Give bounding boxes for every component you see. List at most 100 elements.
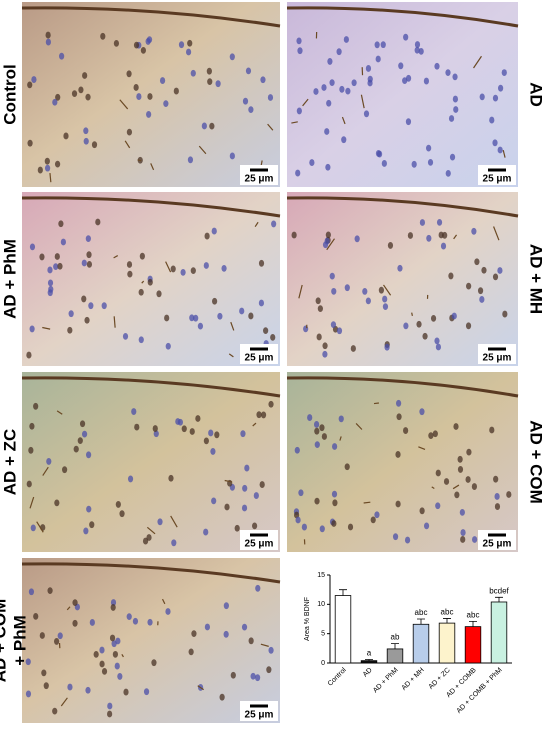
- nucleus: [207, 78, 213, 86]
- nucleus: [83, 127, 89, 135]
- scale-bar-label: 25 μm: [245, 174, 274, 185]
- tissue-edge: [21, 6, 281, 28]
- vessel: [326, 238, 335, 251]
- nucleus: [79, 420, 86, 428]
- value-label: ab: [391, 633, 400, 642]
- nucleus: [197, 322, 204, 330]
- bar: [360, 660, 378, 664]
- tissue-edge: [21, 196, 281, 218]
- nucleus: [139, 252, 145, 260]
- nucleus: [210, 448, 216, 455]
- scale-bar-bg: [240, 701, 278, 721]
- error-bar: [365, 659, 373, 661]
- scale-bar-label: 25 μm: [483, 353, 512, 364]
- nucleus: [402, 77, 408, 84]
- nucleus: [52, 98, 58, 106]
- nucleus: [443, 478, 450, 485]
- nucleus: [28, 446, 34, 454]
- nucleus: [101, 667, 108, 675]
- nucleus: [239, 307, 245, 315]
- nucleus: [117, 673, 123, 680]
- nucleus: [37, 166, 43, 174]
- nucleus: [146, 534, 152, 541]
- nucleus: [331, 520, 337, 527]
- nucleus: [73, 445, 79, 453]
- nucleus: [138, 336, 144, 344]
- nucleus: [245, 67, 252, 75]
- nucleus: [344, 463, 350, 471]
- vessel: [355, 423, 363, 430]
- nucleus: [313, 88, 319, 95]
- nucleus: [345, 87, 351, 95]
- nucleus: [370, 516, 376, 524]
- nucleus: [147, 278, 153, 286]
- vessel: [170, 515, 178, 528]
- nucleus: [99, 660, 105, 668]
- nucleus: [72, 599, 78, 607]
- nucleus: [119, 510, 125, 518]
- nucleus: [494, 493, 500, 500]
- y-tick-label: 10: [317, 601, 325, 608]
- nucleus: [242, 484, 248, 492]
- nucleus: [115, 637, 121, 645]
- nucleus: [68, 310, 74, 318]
- nucleus: [270, 333, 276, 341]
- nucleus: [91, 141, 98, 149]
- nucleus: [142, 537, 149, 545]
- nucleus: [347, 523, 354, 531]
- nucleus: [460, 536, 466, 543]
- nucleus: [223, 602, 229, 610]
- nucleus: [309, 159, 315, 166]
- nucleus: [115, 501, 121, 508]
- scale-bar-bg: [240, 530, 278, 550]
- nucleus: [367, 79, 373, 87]
- micrograph: [22, 372, 280, 552]
- nucleus: [492, 139, 498, 147]
- nucleus: [244, 464, 250, 472]
- nucleus: [132, 617, 139, 625]
- nucleus: [86, 251, 92, 259]
- nucleus: [57, 632, 63, 640]
- nucleus: [131, 408, 137, 415]
- nucleus: [362, 288, 368, 295]
- nucleus: [159, 77, 166, 84]
- nucleus: [329, 79, 335, 86]
- bar: [334, 595, 352, 664]
- nucleus: [206, 67, 212, 75]
- nucleus: [47, 279, 54, 287]
- nucleus: [351, 79, 357, 87]
- nucleus: [193, 314, 199, 322]
- nucleus: [354, 235, 360, 243]
- nucleus: [336, 327, 343, 335]
- nucleus: [374, 511, 380, 519]
- vessel: [29, 496, 35, 509]
- nucleus: [291, 231, 297, 239]
- nucleus: [435, 502, 441, 510]
- vessel: [150, 163, 155, 171]
- nucleus: [434, 337, 440, 345]
- nucleus: [336, 48, 342, 56]
- nucleus: [178, 41, 185, 49]
- nucleus: [375, 55, 381, 63]
- nucleus: [381, 160, 387, 167]
- vessel: [373, 402, 379, 405]
- nucleus: [506, 491, 512, 498]
- micrograph-panel: 25 μm: [21, 558, 281, 723]
- nucleus: [392, 533, 399, 541]
- nucleus: [248, 637, 254, 645]
- nucleus: [77, 437, 83, 445]
- nucleus: [81, 259, 87, 267]
- vessel: [161, 598, 166, 605]
- nucleus: [60, 238, 66, 246]
- nucleus: [325, 231, 331, 239]
- vessel: [418, 446, 426, 451]
- vessel: [383, 284, 392, 296]
- nucleus: [250, 672, 256, 680]
- nucleus: [374, 41, 380, 49]
- nucleus: [428, 432, 434, 440]
- nucleus: [147, 93, 153, 100]
- nucleus: [382, 303, 389, 311]
- nucleus: [445, 169, 451, 177]
- panel-label: + PhM: [10, 615, 29, 666]
- nucleus: [107, 710, 113, 718]
